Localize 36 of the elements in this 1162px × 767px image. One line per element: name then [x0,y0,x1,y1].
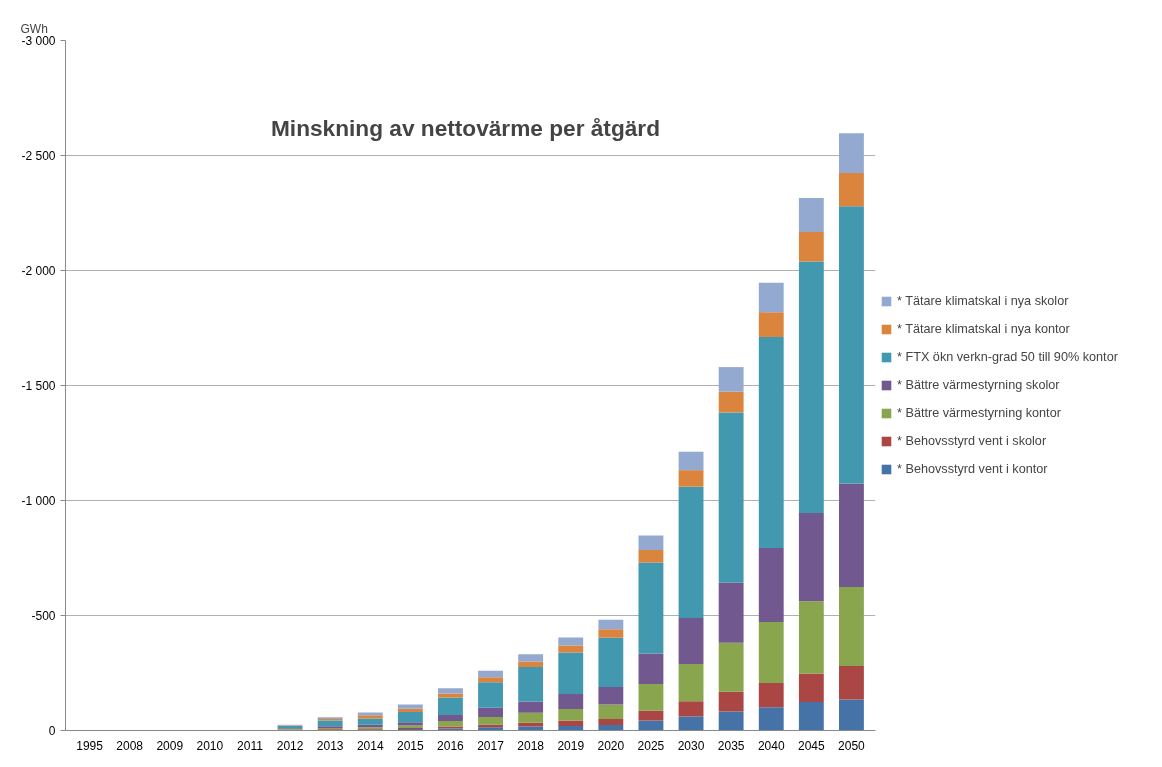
legend-label: * FTX ökn verkn-grad 50 till 90% kontor [897,350,1118,364]
text: Minskning av nettovärme per åtgärd [270,114,661,141]
x-tick-label: 2010 [196,738,224,753]
x-tick-label: 2008 [116,738,144,753]
y-tick-label: -2 500 [21,148,56,163]
x-tick-label: 2009 [156,738,184,753]
x-tick-label: 2050 [838,738,866,753]
legend-label: * Behovsstyrd vent i kontor [897,462,1048,476]
x-tick-label: 2040 [757,738,785,753]
x-tick-label: 2012 [276,738,304,753]
x-tick-label: 2025 [637,738,665,753]
y-tick-label: -500 [31,608,56,623]
legend-label: * Tätare klimatskal i nya kontor [897,322,1070,336]
x-tick-label: 2019 [557,738,585,753]
y-tick-label: -2 000 [21,263,56,278]
y-tick-label: -1 000 [21,493,56,508]
x-tick-label: 2014 [356,738,384,753]
y-tick-label: -3 000 [21,33,56,48]
legend-label: * Tätare klimatskal i nya skolor [897,294,1069,308]
y-tick-label: -1 500 [21,378,56,393]
y-axis-title: GWh [20,21,48,36]
x-tick-label: 1995 [76,738,104,753]
x-tick-label: 2030 [677,738,705,753]
y-tick-label: 0 [48,723,56,738]
x-tick-label: 2016 [437,738,465,753]
legend-label: * Behovsstyrd vent i skolor [897,434,1047,448]
x-tick-label: 2020 [597,738,625,753]
legend-label: * Bättre värmestyrning kontor [897,406,1061,420]
x-tick-label: 2045 [797,738,826,753]
x-tick-label: 2017 [477,738,505,753]
legend-label: * Bättre värmestyrning skolor [897,378,1060,392]
x-tick-label: 2011 [237,738,264,753]
x-tick-label: 2035 [717,738,745,753]
x-tick-label: 2013 [316,738,344,753]
x-tick-label: 2018 [517,738,545,753]
x-tick-label: 2015 [397,738,425,753]
